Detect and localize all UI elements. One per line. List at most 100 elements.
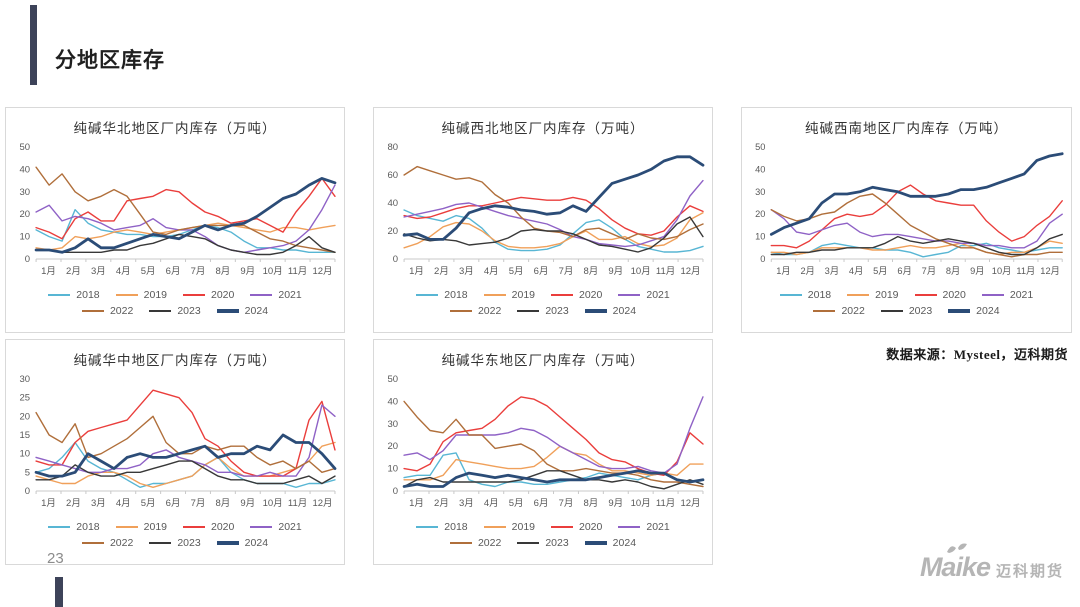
chart-title: 纯碱华中地区厂内库存（万吨） [73,353,277,368]
legend-item-2024: 2024 [948,305,1000,317]
y-axis-tick-label: 0 [25,254,30,265]
legend-swatch [416,294,439,296]
y-axis-tick-label: 20 [19,411,30,422]
y-axis-tick-label: 20 [755,209,765,219]
legend-item-2021: 2021 [250,521,302,533]
x-axis-tick-label: 11月 [656,498,675,509]
x-axis-tick-label: 4月 [484,498,499,509]
legend-swatch [847,294,870,296]
series-line-2024 [34,177,337,254]
legend-label: 2021 [278,289,302,301]
legend-swatch [183,294,205,296]
x-axis-tick-label: 11月 [656,266,675,277]
title-accent-bar [30,5,37,85]
legend-label: 2024 [244,537,269,549]
legend-item-2022: 2022 [449,537,501,549]
y-axis-tick-label: 10 [19,232,30,243]
legend-swatch [618,526,641,528]
legend-swatch [416,526,439,528]
legend-label: 2021 [646,289,670,301]
logo-bird-icon [946,543,967,553]
line-chart: 0 5 10 15 20 25 30 1月 2月 3月 4月 5月 6月 7月 8月 9月 10月 11月 12月 [19,374,337,509]
slide-title: 分地区库存 [55,49,165,72]
legend-swatch [517,310,540,312]
legend-label: 2019 [143,289,167,301]
company-logo: Maike 迈科期货 [920,543,1064,583]
legend-label: 2021 [1009,289,1034,301]
x-axis-tick-label: 9月 [240,266,255,277]
legend-label: 2023 [545,537,569,549]
x-axis-tick-label: 12月 [1040,266,1060,276]
logo-brand-text: Maike [920,543,991,583]
series-line-2022 [770,193,1063,258]
x-axis-tick-label: 4月 [849,266,863,276]
x-axis-tick-label: 3月 [91,498,106,509]
y-axis-tick-label: 25 [19,393,30,404]
x-axis-tick-label: 5月 [141,498,156,509]
legend-item-2020: 2020 [914,289,966,301]
legend-item-2019: 2019 [115,521,167,533]
legend-row: 2018 2019 2020 2021 [374,519,712,535]
legend-row: 2022 2023 2024 [6,303,344,319]
x-axis-tick-label: 1月 [41,266,56,277]
x-axis-tick-label: 5月 [141,266,156,277]
legend-swatch [81,310,104,312]
legend-row: 2018 2019 2020 2021 [374,287,712,303]
y-axis-tick-label: 0 [760,254,765,264]
legend-item-2020: 2020 [183,289,234,301]
y-axis-tick-label: 0 [25,486,30,497]
legend-item-2019: 2019 [483,289,535,301]
x-axis-tick-label: 6月 [166,498,181,509]
line-chart: 0 10 20 30 40 50 1月 2月 3月 4月 5月 6月 7月 8月 9月 10月 11月 12月 [19,142,337,277]
legend-swatch [250,526,273,528]
x-axis-tick-label: 9月 [608,266,623,277]
x-axis-tick-label: 5月 [509,266,524,277]
x-axis-tick-label: 11月 [288,498,307,509]
legend-label: 2022 [109,537,134,549]
x-axis-tick-label: 8月 [215,498,230,509]
footer-accent-bar [55,577,63,607]
series-line-2020 [35,177,336,240]
legend-swatch [216,309,239,313]
legend-label: 2023 [545,305,569,317]
chart-panel-north-china: 纯碱华北地区厂内库存（万吨） 0 10 20 30 40 50 1月 2月 3月 4月 5月 6月 7月… [5,107,345,333]
chart-legend: 2018 2019 2020 2021 2022 2023 2024 [6,519,344,551]
y-axis-tick-label: 40 [755,164,765,174]
series-line-2023 [770,233,1063,256]
series-line-2023 [35,460,336,485]
series-line-2018 [35,208,336,254]
series-line-2018 [403,209,704,253]
legend-item-2022: 2022 [813,305,865,317]
x-axis-tick-label: 7月 [191,498,206,509]
legend-label: 2023 [177,305,201,317]
legend-item-2018: 2018 [416,289,468,301]
y-axis-tick-label: 15 [19,430,30,441]
series-line-2021 [403,179,704,248]
legend-swatch [948,309,971,313]
legend-item-2021: 2021 [250,289,302,301]
x-axis-tick-label: 6月 [166,266,181,277]
legend-item-2018: 2018 [48,289,100,301]
x-axis-tick-label: 6月 [534,266,549,277]
legend-swatch [449,310,472,312]
legend-item-2019: 2019 [483,521,535,533]
legend-item-2023: 2023 [880,305,932,317]
legend-label: 2024 [612,305,637,317]
x-axis-tick-label: 8月 [946,266,960,276]
legend-row: 2018 2019 2020 2021 [6,519,344,535]
legend-swatch [880,310,903,312]
legend-item-2024: 2024 [216,537,269,549]
y-axis-tick-label: 30 [19,187,30,198]
legend-swatch [779,294,802,296]
y-axis-tick-label: 20 [387,441,398,452]
series-line-2021 [770,208,1063,249]
x-axis-tick-label: 3月 [459,498,474,509]
legend-item-2022: 2022 [449,305,501,317]
legend-label: 2020 [579,521,603,533]
x-axis-tick-label: 4月 [116,266,131,277]
x-axis-tick-label: 12月 [312,266,332,277]
series-line-2019 [403,445,704,481]
legend-swatch [551,526,573,528]
legend-item-2019: 2019 [115,289,167,301]
legend-swatch [115,294,138,296]
